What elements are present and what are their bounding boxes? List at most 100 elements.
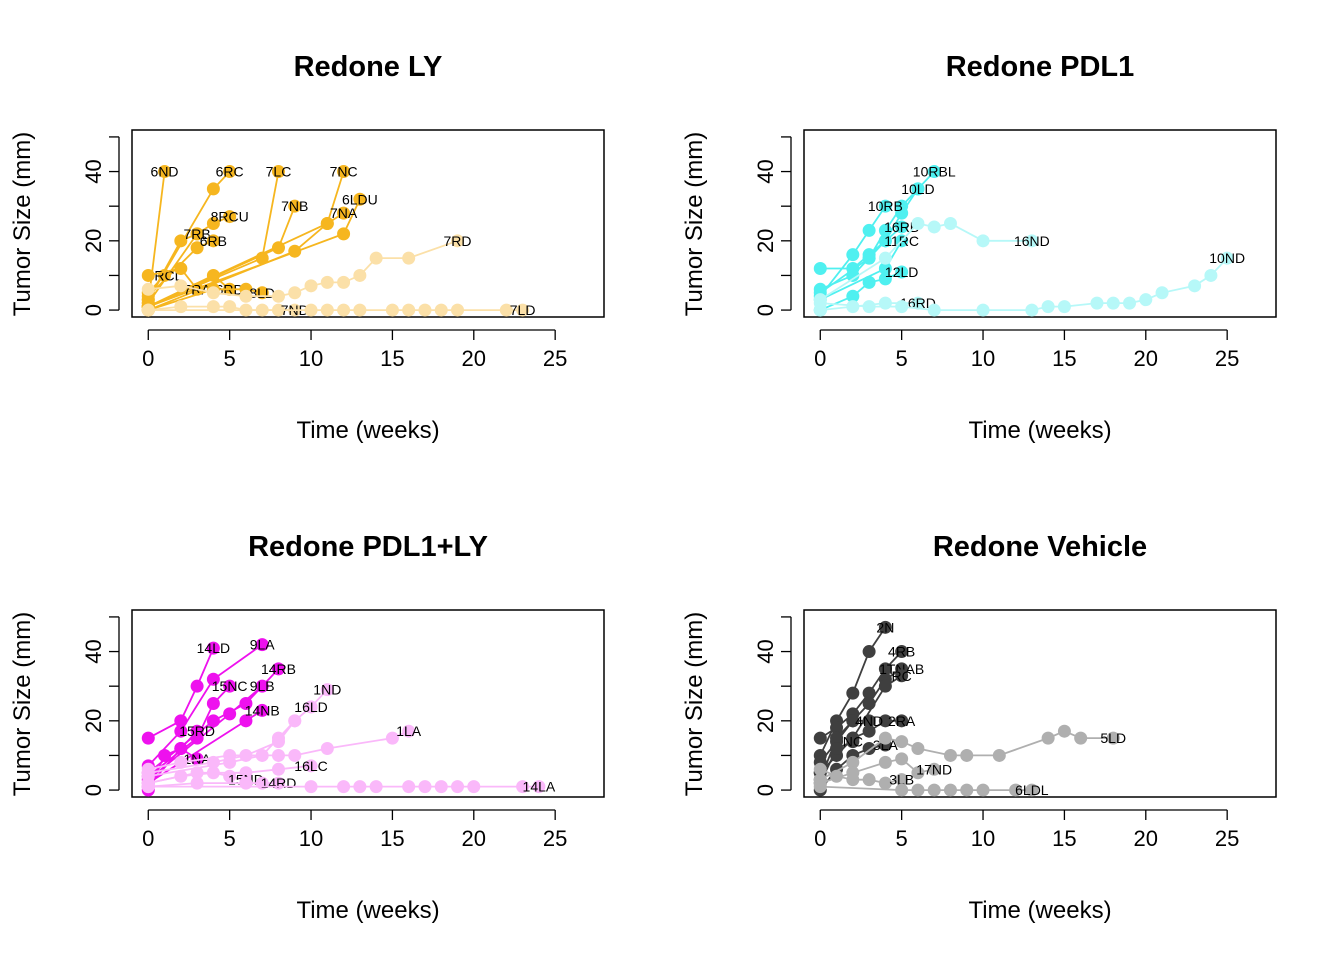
data-point	[878, 272, 892, 286]
data-point	[190, 679, 204, 693]
series-label: 6RB	[200, 233, 227, 249]
series-label: 5LD	[1100, 730, 1126, 746]
data-point	[141, 282, 155, 296]
y-axis-label: Tumor Size (mm)	[9, 132, 36, 316]
data-point	[846, 300, 860, 314]
data-point	[878, 731, 892, 745]
data-point	[174, 769, 188, 783]
y-tick-label: 0	[753, 304, 778, 316]
data-point	[174, 279, 188, 293]
plot-marks: 0 5 10 15 20 25 0 20 40 14LD 9LA 14RB 15NC 9LB 14NB 15R…	[81, 616, 567, 851]
series-line	[148, 730, 410, 771]
x-tick-label: 15	[380, 346, 404, 371]
data-point	[911, 182, 925, 196]
data-point	[353, 192, 367, 206]
panel-title: Redone PDL1+LY	[248, 531, 488, 563]
series-label: 16LD	[294, 699, 327, 715]
data-point	[846, 735, 860, 749]
data-point	[1041, 731, 1055, 745]
data-point	[288, 286, 302, 300]
data-point	[862, 773, 876, 787]
series-label: 10RB	[868, 198, 903, 214]
data-point	[1009, 783, 1023, 797]
data-point	[141, 780, 155, 794]
data-point	[976, 234, 990, 248]
series-label: 6ND	[151, 164, 179, 180]
data-point	[337, 227, 351, 241]
data-point	[1155, 286, 1169, 300]
series-label: 7NB	[281, 198, 308, 214]
series-label: 1NA	[183, 751, 211, 767]
data-point	[895, 199, 909, 213]
data-point	[206, 286, 220, 300]
data-point	[1106, 296, 1120, 310]
y-tick-label: 40	[753, 159, 778, 183]
data-point	[451, 303, 465, 317]
data-point	[846, 773, 860, 787]
data-point	[895, 773, 909, 787]
plot-frame	[131, 609, 605, 798]
series-label: 14NB	[245, 702, 280, 718]
series-label: 14LA	[523, 779, 556, 795]
data-point	[337, 165, 351, 179]
x-tick-label: 25	[543, 346, 567, 371]
data-point	[158, 748, 172, 762]
data-point	[830, 721, 844, 735]
data-point	[895, 220, 909, 234]
series-label: 9LB	[250, 678, 275, 694]
data-point	[516, 303, 530, 317]
data-point	[813, 780, 827, 794]
data-point	[878, 776, 892, 790]
data-point	[960, 783, 974, 797]
data-point	[895, 714, 909, 728]
data-point	[911, 783, 925, 797]
series-label: 16LC	[294, 758, 327, 774]
series-label: 7NA	[330, 205, 358, 221]
series-label: 12LD	[885, 264, 918, 280]
data-point	[1025, 234, 1039, 248]
data-point	[1220, 251, 1234, 265]
data-point	[369, 780, 383, 794]
data-point	[320, 303, 334, 317]
data-point	[174, 300, 188, 314]
series-label: 4RB	[888, 644, 915, 660]
data-point	[830, 742, 844, 756]
data-point	[830, 769, 844, 783]
data-point	[353, 780, 367, 794]
data-point	[895, 735, 909, 749]
data-point	[911, 217, 925, 230]
y-tick-label: 20	[753, 229, 778, 253]
series-label: 1TNAB	[879, 661, 924, 677]
data-point	[862, 724, 876, 738]
data-point	[846, 714, 860, 728]
data-point	[141, 731, 155, 745]
data-point	[158, 165, 172, 179]
data-point	[190, 724, 204, 738]
x-tick-label: 20	[1134, 826, 1158, 851]
x-tick-label: 25	[1215, 826, 1239, 851]
data-point	[846, 755, 860, 769]
data-point	[190, 752, 204, 766]
data-point	[862, 714, 876, 728]
data-point	[206, 182, 220, 196]
y-tick-label: 40	[81, 639, 106, 663]
data-point	[911, 742, 925, 756]
y-tick-label: 20	[753, 709, 778, 733]
data-point	[174, 714, 188, 728]
series-label: 10LD	[901, 181, 934, 197]
y-tick-label: 0	[81, 784, 106, 796]
data-point	[206, 672, 220, 686]
series-label: 14RB	[261, 661, 296, 677]
series-label: 1LA	[396, 723, 422, 739]
x-tick-label: 10	[299, 826, 323, 851]
data-point	[206, 641, 220, 655]
y-axis-label: Tumor Size (mm)	[9, 612, 36, 796]
series-line	[819, 222, 1032, 301]
series-label: 4ND	[855, 713, 883, 729]
data-point	[223, 210, 237, 224]
panel-title: Redone PDL1	[946, 51, 1135, 83]
data-point	[927, 165, 941, 179]
data-point	[288, 199, 302, 213]
x-tick-label: 10	[971, 826, 995, 851]
